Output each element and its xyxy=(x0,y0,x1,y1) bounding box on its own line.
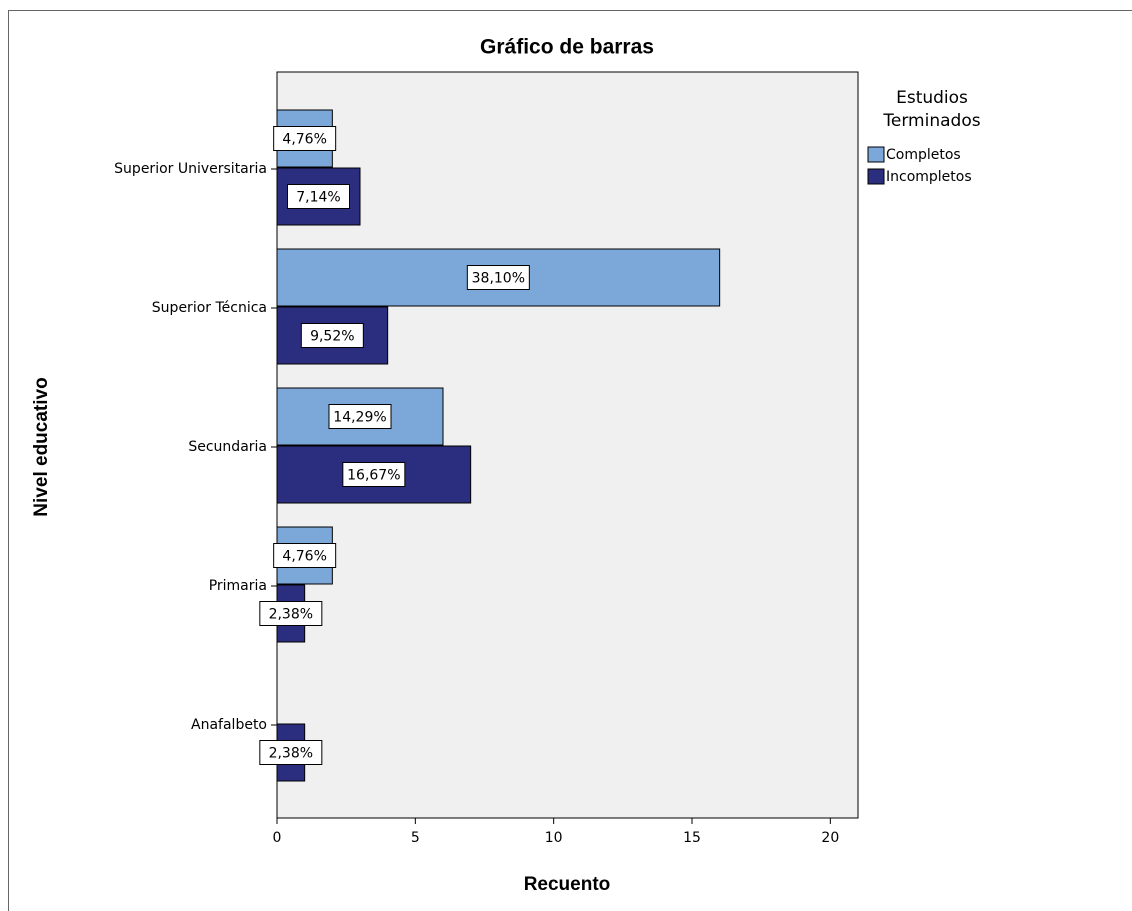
legend-title: Estudios xyxy=(896,88,968,108)
data-label: 38,10% xyxy=(472,271,525,287)
data-label: 4,76% xyxy=(282,132,326,148)
data-label-box xyxy=(273,126,337,151)
x-tick-label: 15 xyxy=(683,830,701,846)
y-axis-label: Nivel educativo xyxy=(31,377,52,516)
data-label: 7,14% xyxy=(296,190,340,206)
data-label-box xyxy=(466,265,530,290)
y-tick-label: Primaria xyxy=(209,578,267,594)
data-label-box xyxy=(273,543,337,568)
data-label-box xyxy=(259,601,323,626)
legend-label: Incompletos xyxy=(886,169,972,185)
data-label: 14,29% xyxy=(333,410,386,426)
data-label-box xyxy=(342,462,406,487)
legend-swatch xyxy=(867,146,885,163)
y-tick-label: Secundaria xyxy=(188,439,267,455)
data-label: 2,38% xyxy=(269,607,313,623)
y-tick-label: Superior Técnica xyxy=(152,300,267,316)
data-label-box xyxy=(287,184,350,209)
data-label: 4,76% xyxy=(282,549,326,565)
data-label: 16,67% xyxy=(347,468,400,484)
x-tick-label: 5 xyxy=(411,830,420,846)
data-label-box xyxy=(328,404,392,429)
x-tick-label: 20 xyxy=(821,830,839,846)
data-label-box xyxy=(300,323,364,348)
x-tick-label: 10 xyxy=(545,830,563,846)
legend-label: Completos xyxy=(886,147,961,163)
data-label: 2,38% xyxy=(269,746,313,762)
data-label-box xyxy=(259,740,323,765)
x-tick-label: 0 xyxy=(273,830,282,846)
legend-swatch xyxy=(867,168,885,185)
y-tick-label: Anafalbeto xyxy=(191,717,267,733)
y-tick-label: Superior Universitaria xyxy=(114,161,267,177)
chart-title: Gráfico de barras xyxy=(480,36,654,59)
data-label: 9,52% xyxy=(310,329,354,345)
legend-title: Terminados xyxy=(882,111,980,131)
x-axis-label: Recuento xyxy=(524,874,611,895)
